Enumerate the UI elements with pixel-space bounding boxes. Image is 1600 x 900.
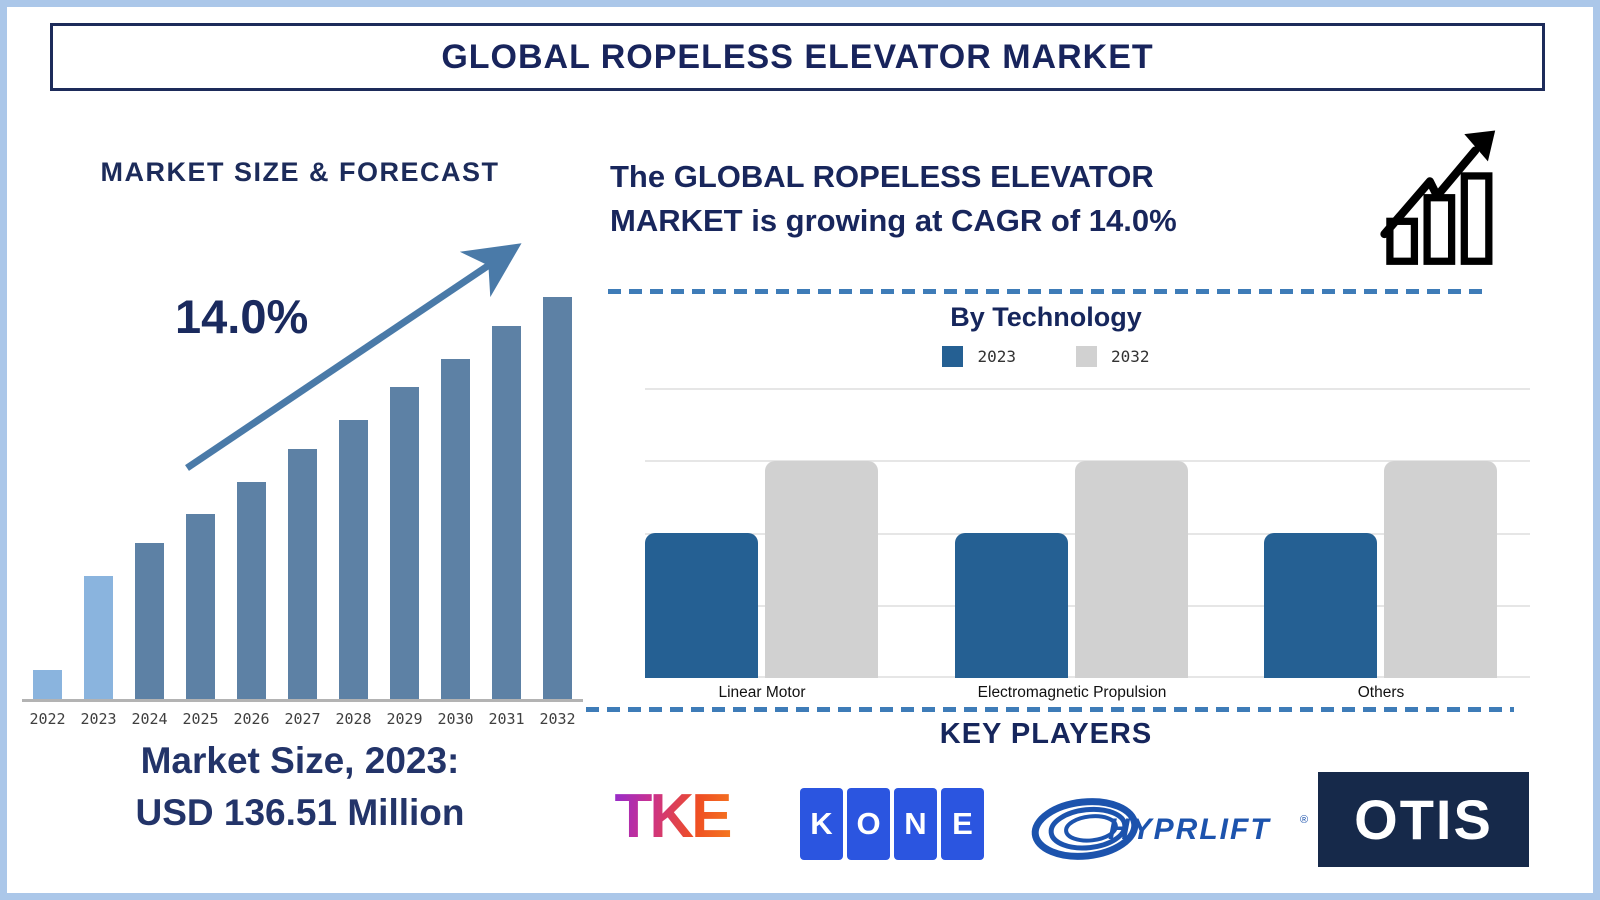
growth-statement: The GLOBAL ROPELESS ELEVATOR MARKET is g… <box>610 155 1330 243</box>
market-size-bar-column <box>124 543 175 699</box>
year-label-2026: 2026 <box>233 710 270 728</box>
bar-2024 <box>135 543 164 699</box>
bar-2023 <box>84 576 113 699</box>
legend-item-2032: 2032 <box>1076 345 1150 367</box>
market-size-bar-column <box>175 514 226 699</box>
technology-chart-plot: Linear Motor Electromagnetic Propulsion Ot… <box>645 388 1530 701</box>
year-label-2029: 2029 <box>386 710 423 728</box>
market-size-bar-column <box>73 576 124 699</box>
market-size-heading: MARKET SIZE & FORECAST <box>100 157 500 187</box>
dashed-separator-bottom <box>586 707 1514 712</box>
kone-letter-tile: O <box>847 788 890 860</box>
market-size-caption: Market Size, 2023: USD 136.51 Million <box>20 735 580 839</box>
hyprlift-registered-mark: ® <box>1300 814 1308 826</box>
cagr-value-label: 14.0% <box>175 290 309 343</box>
market-size-bar-column <box>481 326 532 699</box>
bar-2025 <box>186 514 215 699</box>
bar-2028 <box>339 420 368 699</box>
market-size-bar-column <box>328 420 379 699</box>
hyprlift-logo-text: HYPRLIFT <box>1108 813 1271 846</box>
market-size-caption-line2: USD 136.51 Million <box>135 792 465 833</box>
bar-2027 <box>288 449 317 699</box>
market-size-bar-column <box>430 359 481 699</box>
kone-letter-tile: K <box>800 788 843 860</box>
year-label-2023: 2023 <box>80 710 117 728</box>
tech-bar-2032-others <box>1384 461 1497 678</box>
bar-2022 <box>33 670 62 699</box>
market-size-bar-column <box>277 449 328 699</box>
bar-2029 <box>390 387 419 699</box>
year-label-2024: 2024 <box>131 710 168 728</box>
year-label-2022: 2022 <box>29 710 66 728</box>
year-label-2031: 2031 <box>488 710 525 728</box>
otis-logo-text: OTIS <box>1354 788 1493 851</box>
legend-label: 2023 <box>977 346 1016 366</box>
market-size-bar-column <box>379 387 430 699</box>
trend-arrow-icon <box>185 243 522 471</box>
market-size-bar-column <box>226 482 277 699</box>
market-size-chart-columns <box>22 290 583 702</box>
legend-item-2023: 2023 <box>942 345 1016 367</box>
legend-swatch <box>1076 345 1097 367</box>
market-size-bar-column <box>22 670 73 699</box>
market-size-caption-line1: Market Size, 2023: <box>140 740 460 781</box>
tech-bar-2032-electromagnetic-propulsion <box>1075 461 1188 678</box>
bar-2030 <box>441 359 470 699</box>
tech-category-label: Others <box>1357 684 1405 701</box>
legend-label: 2032 <box>1111 346 1150 366</box>
year-label-2030: 2030 <box>437 710 474 728</box>
kone-letter-tile: N <box>894 788 937 860</box>
year-label-2028: 2028 <box>335 710 372 728</box>
otis-logo: OTIS <box>1318 772 1529 867</box>
title-box: GLOBAL ROPELESS ELEVATOR MARKET <box>50 23 1545 91</box>
kone-letter-tile: E <box>941 788 984 860</box>
market-size-chart-labels: 2022 2023 2024 2025 2026 2027 2028 2029 2030 2031… <box>22 710 583 728</box>
tke-logo: TKE <box>597 782 747 852</box>
hyprlift-logo: HYPRLIFT ® <box>1031 798 1308 860</box>
dashed-separator-top <box>608 289 1486 294</box>
growth-statement-line2: MARKET is growing at CAGR of 14.0% <box>610 203 1177 238</box>
technology-section-heading: By Technology <box>950 302 1142 332</box>
legend-swatch <box>942 345 964 367</box>
year-label-2032: 2032 <box>539 710 576 728</box>
bar-2031 <box>492 326 521 699</box>
growth-chart-icon <box>1380 130 1496 265</box>
growth-statement-line1: The GLOBAL ROPELESS ELEVATOR <box>610 159 1154 194</box>
technology-legend: 2023 2032 <box>608 343 1484 369</box>
tech-bar-2023-others <box>1264 533 1377 678</box>
tech-category-label: Linear Motor <box>718 684 806 701</box>
market-size-bar-column <box>532 297 583 699</box>
tech-category-label: Electromagnetic Propulsion <box>977 684 1167 701</box>
tech-bar-2023-linear-motor <box>645 533 758 678</box>
tech-bar-2023-electromagnetic-propulsion <box>955 533 1068 678</box>
page-title: GLOBAL ROPELESS ELEVATOR MARKET <box>441 37 1154 76</box>
year-label-2025: 2025 <box>182 710 219 728</box>
year-label-2027: 2027 <box>284 710 321 728</box>
gridline <box>645 388 1530 390</box>
bar-2032 <box>543 297 572 699</box>
bar-2026 <box>237 482 266 699</box>
key-players-heading: KEY PLAYERS <box>939 718 1153 750</box>
tech-bar-2032-linear-motor <box>765 461 878 678</box>
